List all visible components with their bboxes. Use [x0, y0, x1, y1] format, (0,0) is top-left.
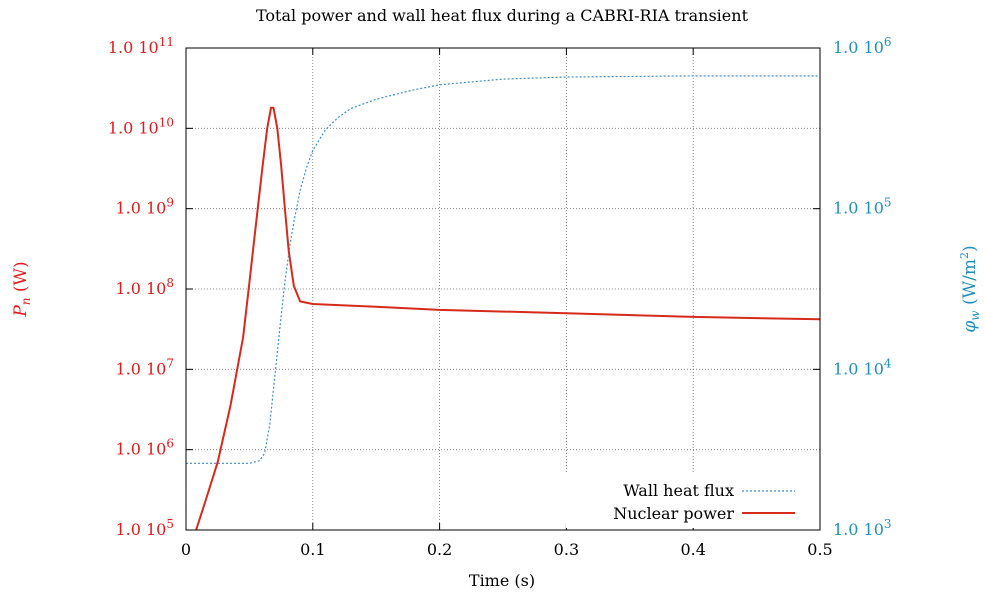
x-tick-label: 0	[181, 540, 191, 559]
y-right-axis-ticks: 1.0 103 1.0 104 1.0 105 1.0 106	[813, 35, 892, 539]
series-layer	[186, 75, 821, 531]
svg-text:Pn (W): Pn (W)	[11, 261, 33, 317]
grid	[186, 48, 820, 530]
x-axis-label: Time (s)	[469, 571, 535, 590]
y-left-tick-label: 1.0 108	[115, 276, 174, 298]
y-left-tick-label: 1.0 1010	[108, 115, 174, 137]
y-right-label-symbol: φ	[960, 321, 980, 333]
y-right-tick-label: 1.0 106	[833, 35, 892, 57]
y-left-tick-label: 1.0 1011	[108, 35, 174, 57]
series-line-wall-heat-flux	[186, 75, 820, 464]
y-left-label-symbol: P	[11, 305, 31, 318]
series-line-nuclear-power	[195, 106, 821, 531]
legend: Wall heat flux Nuclear power	[566, 474, 818, 528]
y-left-axis-ticks: 1.0 105 1.0 106 1.0 107 1.0 108 1.0 109 1.0 1…	[108, 35, 193, 539]
y-left-tick-label: 1.0 105	[115, 517, 174, 539]
legend-label-wall-heat-flux: Wall heat flux	[623, 481, 734, 500]
y-right-tick-label: 1.0 103	[833, 517, 892, 539]
y-right-tick-label: 1.0 105	[833, 196, 892, 218]
x-tick-label: 0.1	[300, 540, 325, 559]
x-tick-label: 0.3	[554, 540, 579, 559]
y-right-tick-label: 1.0 104	[833, 356, 892, 378]
x-tick-label: 0.4	[680, 540, 705, 559]
y-left-axis-label: Pn (W)	[11, 261, 33, 317]
y-right-label-sub: w	[968, 310, 982, 321]
y-left-tick-label: 1.0 106	[115, 437, 174, 459]
y-left-label-unit: (W)	[11, 261, 31, 297]
y-right-label-unit-sup: 2	[958, 252, 971, 259]
x-tick-label: 0.2	[427, 540, 452, 559]
y-right-label-unit-pre: (W/m	[960, 259, 980, 310]
svg-text:φw (W/m2): φw (W/m2)	[958, 245, 982, 332]
legend-label-nuclear-power: Nuclear power	[613, 504, 734, 523]
y-left-label-sub: n	[19, 297, 33, 305]
y-right-axis-label: φw (W/m2)	[958, 245, 982, 332]
y-right-label-unit-post: )	[960, 245, 980, 252]
legend-background	[566, 474, 818, 528]
plot-frame	[185, 47, 821, 531]
y-left-tick-label: 1.0 109	[115, 196, 174, 218]
y-left-tick-label: 1.0 107	[115, 356, 174, 378]
x-tick-label: 0.5	[807, 540, 832, 559]
chart-title: Total power and wall heat flux during a …	[256, 6, 749, 25]
